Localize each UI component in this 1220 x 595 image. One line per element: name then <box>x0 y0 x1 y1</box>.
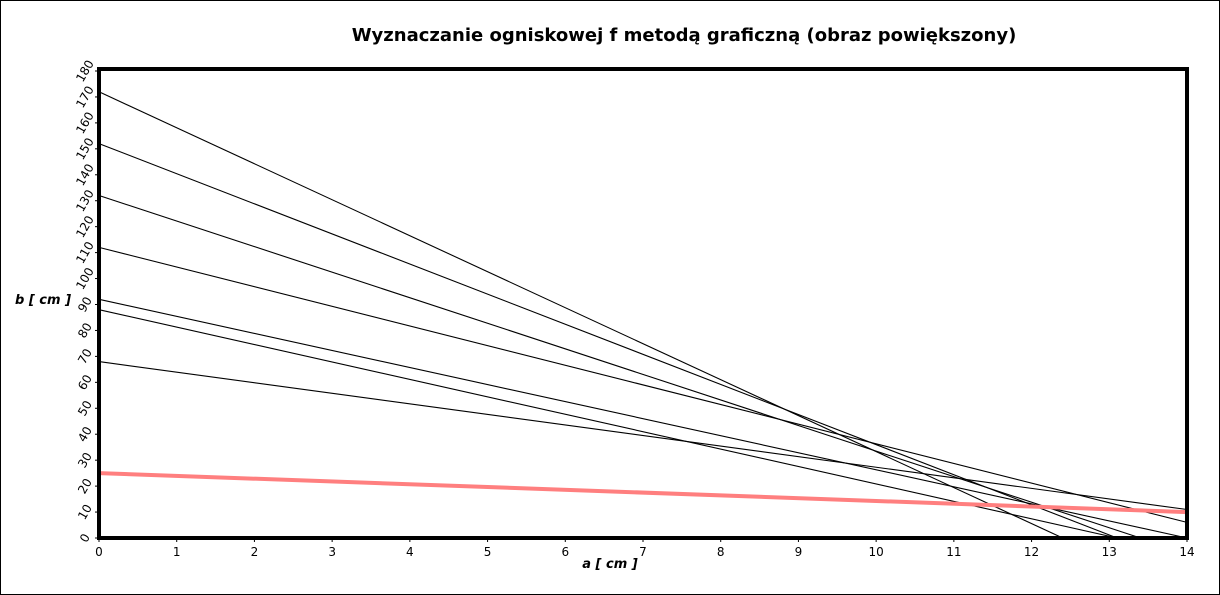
x-tick-label: 9 <box>795 545 803 559</box>
x-tick-label: 11 <box>946 545 961 559</box>
y-tick-label: 140 <box>73 161 97 188</box>
series-line-4 <box>98 246 1188 523</box>
x-axis: 0 1 2 3 4 5 6 7 8 9 10 11 12 13 14 <box>95 538 1195 559</box>
series-line-3 <box>98 194 1141 539</box>
x-tick-label: 8 <box>717 545 725 559</box>
y-tick-label: 130 <box>73 187 97 214</box>
plot-area-border <box>97 67 1189 540</box>
series-line-6 <box>98 309 1118 539</box>
x-tick-label: 12 <box>1024 545 1039 559</box>
y-tick-label: 110 <box>73 239 97 266</box>
series-line-1 <box>98 91 1063 539</box>
x-tick-label: 1 <box>173 545 181 559</box>
series-line-red <box>98 471 1188 515</box>
y-tick-label: 60 <box>75 372 95 392</box>
y-tick-label: 20 <box>75 476 95 496</box>
series-line-7 <box>98 361 1188 511</box>
y-tick-label: 120 <box>73 213 97 240</box>
y-tick-label: 30 <box>75 450 95 470</box>
x-tick-label: 2 <box>251 545 259 559</box>
x-axis-label: a [ cm ] <box>582 557 638 572</box>
x-tick-label: 3 <box>328 545 336 559</box>
x-tick-label: 4 <box>406 545 414 559</box>
y-tick-label: 90 <box>75 294 95 314</box>
series-line-2 <box>98 143 1118 539</box>
y-tick-label: 170 <box>73 84 97 111</box>
x-tick-label: 0 <box>95 545 103 559</box>
y-tick-label: 40 <box>75 424 95 444</box>
y-tick-label: 10 <box>75 502 95 522</box>
y-tick-label: 70 <box>75 346 95 366</box>
x-tick-label: 14 <box>1179 545 1194 559</box>
x-tick-label: 13 <box>1102 545 1117 559</box>
y-tick-label: 50 <box>75 398 95 418</box>
x-tick-label: 6 <box>561 545 569 559</box>
y-tick-label: 0 <box>77 531 93 545</box>
y-axis: 0 10 20 30 40 50 60 70 80 90100110120130140150160… <box>73 58 99 545</box>
y-tick-label: 150 <box>73 135 97 162</box>
y-tick-label: 80 <box>75 320 95 340</box>
y-tick-label: 180 <box>73 58 97 85</box>
series-line-5 <box>98 298 1188 539</box>
y-tick-label: 160 <box>73 109 97 136</box>
chart-title: Wyznaczanie ogniskowej f metodą graficzn… <box>352 25 1017 46</box>
y-tick-label: 100 <box>73 265 97 292</box>
series-layer <box>98 91 1188 539</box>
x-tick-label: 5 <box>484 545 492 559</box>
x-tick-label: 10 <box>869 545 884 559</box>
y-axis-label: b [ cm ] <box>15 293 71 308</box>
x-tick-label: 7 <box>639 545 647 559</box>
